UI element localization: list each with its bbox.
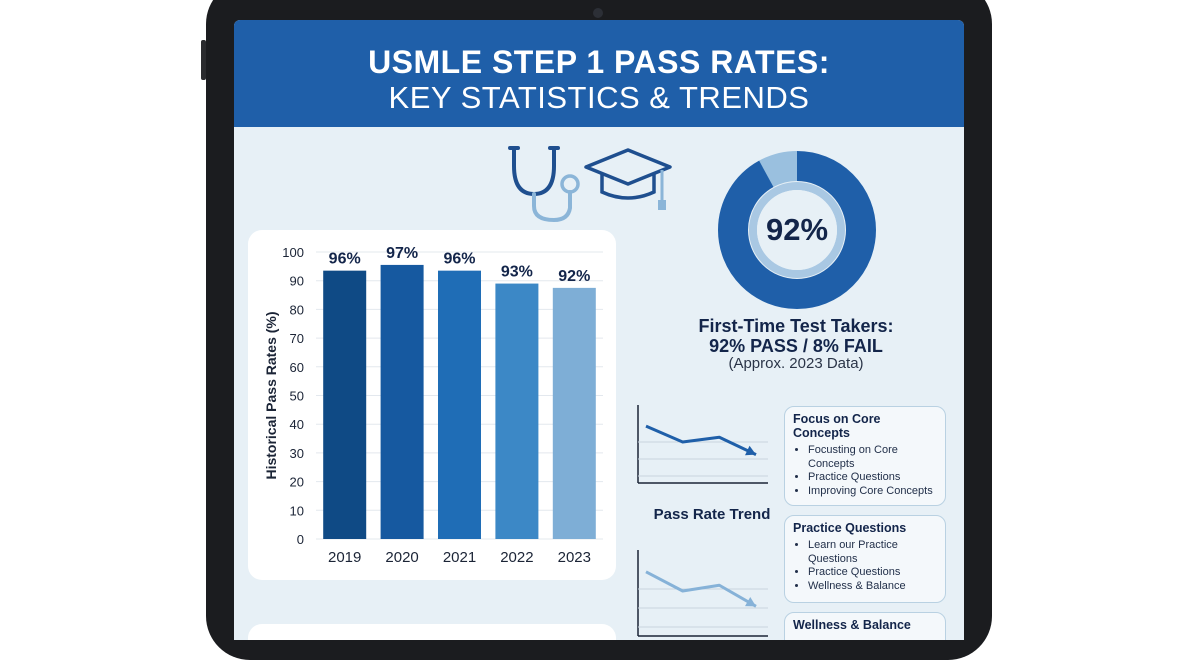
y-tick-label: 50 xyxy=(290,389,304,404)
trend-line xyxy=(645,570,757,608)
infographic-screen: USMLE STEP 1 PASS RATES: KEY STATISTICS … xyxy=(234,20,964,640)
bar-2019 xyxy=(323,270,367,539)
bar-chart-card: 0 10 20 30 40 50 60 70 80 90 100 Historical Pass Ra… xyxy=(248,230,616,580)
bar-2021 xyxy=(438,270,481,539)
tip-title: Practice Questions xyxy=(793,521,907,535)
data-note: (Approx. 2023 Data) xyxy=(728,355,864,372)
y-tick-label: 80 xyxy=(290,302,304,317)
bar-value-label: 97% xyxy=(386,245,418,262)
tip-item: Focusting on Core Concepts xyxy=(808,444,937,471)
bottom-card xyxy=(248,624,616,640)
bar-2023 xyxy=(552,287,596,539)
header-banner: USMLE STEP 1 PASS RATES: KEY STATISTICS … xyxy=(234,20,964,127)
x-tick-label: 2022 xyxy=(500,549,533,566)
tip-title: Focus on Core Concepts xyxy=(793,412,881,440)
page-title: USMLE STEP 1 PASS RATES: xyxy=(368,44,830,80)
pass-fail-text: 92% PASS / 8% FAIL xyxy=(709,336,883,356)
tip-title: Wellness & Balance xyxy=(793,618,911,632)
header-icons xyxy=(508,146,672,223)
tip-card-practice-questions: Practice Questions Learn our Practice Qu… xyxy=(784,515,946,603)
y-tick-label: 70 xyxy=(290,331,304,346)
tip-card-wellness: Wellness & Balance xyxy=(784,612,946,640)
bar-2022 xyxy=(495,283,539,539)
donut-hole xyxy=(757,190,837,270)
bar-value-label: 92% xyxy=(558,268,590,285)
tip-item: Learn our Practice Questions xyxy=(808,539,937,566)
trend-label: Pass Rate Trend xyxy=(653,506,771,523)
bar-value-label: 96% xyxy=(329,251,361,268)
graduation-cap-icon xyxy=(584,148,672,210)
tip-item: Improving Core Concepts xyxy=(808,485,937,499)
bar-value-label: 96% xyxy=(443,251,475,268)
x-tick-label: 2023 xyxy=(558,549,591,566)
bar-chart: 0 10 20 30 40 50 60 70 80 90 100 Historical Pass Ra… xyxy=(263,245,603,566)
x-tick-label: 2020 xyxy=(385,549,418,566)
stethoscope-icon xyxy=(508,146,580,223)
page-subtitle: KEY STATISTICS & TRENDS xyxy=(388,80,810,115)
tip-item: Practice Questions xyxy=(808,566,937,580)
x-tick-label: 2021 xyxy=(443,549,476,566)
y-tick-label: 60 xyxy=(290,360,304,375)
trend-chart-1 xyxy=(637,405,768,484)
y-tick-label: 20 xyxy=(290,475,304,490)
y-tick-label: 90 xyxy=(290,274,304,289)
y-tick-label: 0 xyxy=(297,532,304,547)
donut-chart xyxy=(718,151,876,309)
pass-rate-donut: 92% xyxy=(714,147,880,313)
tip-item: Practice Questions xyxy=(808,471,937,485)
y-tick-label: 10 xyxy=(290,503,304,518)
donut-center-label: 92% xyxy=(765,212,829,247)
trend-arrowhead xyxy=(745,596,756,607)
trend-arrowhead xyxy=(745,445,756,456)
trend-line xyxy=(645,424,757,457)
tip-item: Wellness & Balance xyxy=(808,580,937,594)
y-axis-label: Historical Pass Rates (%) xyxy=(263,311,279,479)
donut-slice-pass xyxy=(718,151,876,309)
y-tick-label: 100 xyxy=(282,245,304,260)
trend-chart-2 xyxy=(637,550,768,637)
bar-2020 xyxy=(380,264,424,539)
volume-button xyxy=(201,40,206,80)
tip-card-core-concepts: Focus on Core Concepts Focusting on Core… xyxy=(784,406,946,506)
y-tick-label: 40 xyxy=(290,417,304,432)
first-time-title: First-Time Test Takers: xyxy=(698,316,894,336)
x-tick-label: 2019 xyxy=(328,549,361,566)
camera xyxy=(593,8,603,18)
donut-inner-ring xyxy=(749,182,845,278)
bar-value-label: 93% xyxy=(501,264,533,281)
y-tick-label: 30 xyxy=(290,446,304,461)
